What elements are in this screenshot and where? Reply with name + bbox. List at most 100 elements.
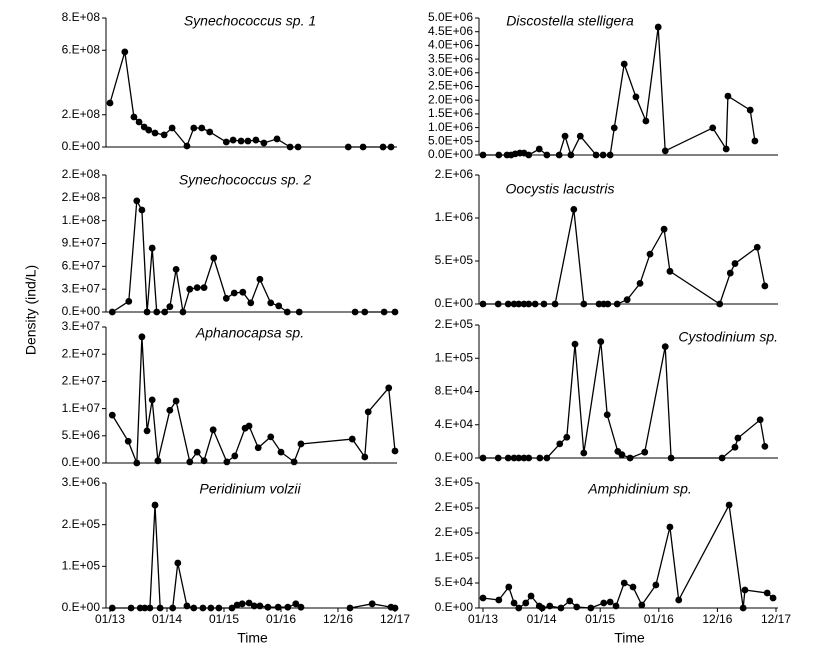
point	[566, 597, 574, 605]
point	[199, 604, 207, 612]
point	[256, 602, 264, 610]
point	[229, 136, 237, 144]
point	[179, 308, 187, 316]
point	[479, 300, 487, 308]
point	[190, 124, 198, 132]
y-tick-label: 2.E+08	[62, 167, 101, 181]
point	[121, 48, 129, 56]
point	[479, 454, 487, 462]
point	[510, 454, 518, 462]
point	[346, 604, 354, 612]
point	[359, 143, 367, 151]
y-tick-label: 2.E+07	[62, 374, 101, 388]
point	[520, 454, 528, 462]
y-tick-label: 0.E+00	[62, 600, 101, 614]
point	[661, 343, 669, 351]
point	[709, 124, 717, 132]
point	[567, 151, 575, 159]
point	[290, 458, 298, 466]
y-tick-label: 2.E+05	[62, 517, 101, 531]
point	[494, 454, 502, 462]
point	[231, 452, 239, 460]
point	[160, 131, 168, 139]
point	[284, 603, 292, 611]
panel-title: Cystodinium sp.	[678, 329, 778, 345]
point	[244, 137, 252, 145]
series-line	[111, 198, 395, 313]
point	[148, 244, 156, 252]
point	[626, 454, 634, 462]
point	[169, 604, 177, 612]
point	[610, 124, 618, 132]
point	[595, 300, 603, 308]
point	[348, 435, 356, 443]
point	[731, 260, 739, 267]
point	[520, 300, 528, 308]
point	[391, 308, 399, 316]
point	[666, 523, 674, 531]
point	[267, 299, 275, 307]
y-tick-label: 2.E+06	[435, 167, 474, 181]
point	[186, 458, 194, 466]
point	[146, 604, 154, 612]
point	[294, 143, 302, 151]
y-tick-label: 4.E+04	[435, 417, 474, 431]
point	[543, 151, 551, 159]
point	[245, 599, 253, 607]
point	[718, 454, 726, 462]
y-tick-label: 2.E+07	[62, 346, 101, 360]
point	[238, 600, 246, 608]
point	[145, 126, 153, 134]
point	[536, 454, 544, 462]
y-tick-label: 8.E+08	[62, 10, 101, 24]
point	[652, 581, 660, 589]
point	[172, 397, 180, 405]
y-tick-label: 0.E+00	[62, 139, 101, 153]
point	[207, 604, 215, 612]
point	[604, 300, 612, 308]
point	[380, 308, 388, 316]
point	[571, 340, 579, 348]
point	[228, 604, 236, 612]
point	[629, 583, 637, 591]
series-line	[482, 502, 774, 609]
point	[200, 284, 208, 292]
y-tick-label: 1.E+07	[62, 401, 101, 415]
point	[135, 118, 143, 126]
point	[515, 300, 523, 308]
point	[761, 442, 769, 450]
y-tick-label: 3.E+07	[62, 281, 101, 295]
point	[275, 302, 283, 310]
point	[295, 308, 303, 316]
y-tick-label: 3.5E+06	[428, 51, 473, 65]
y-tick-label: 1.E+05	[62, 559, 101, 573]
point	[156, 604, 164, 612]
y-tick-label: 2.E+05	[435, 500, 474, 514]
y-tick-label: 3.E+05	[435, 475, 474, 489]
y-tick-label: 5.0E+05	[428, 133, 473, 147]
y-tick-label: 1.E+08	[62, 213, 101, 227]
point	[138, 333, 146, 341]
point	[620, 60, 628, 68]
point	[570, 206, 578, 213]
series-line	[112, 505, 396, 609]
point	[391, 604, 399, 612]
x-axis-label: Time	[614, 630, 645, 646]
point	[297, 603, 305, 611]
point	[606, 151, 614, 159]
point	[368, 600, 376, 608]
point	[641, 448, 649, 456]
x-tick-label: 01/13	[95, 612, 125, 626]
point	[151, 129, 159, 137]
y-tick-label: 0.E+00	[62, 455, 101, 469]
point	[247, 299, 255, 307]
point	[731, 443, 739, 451]
point	[510, 300, 518, 308]
point	[183, 602, 191, 610]
point	[525, 454, 533, 462]
point	[734, 434, 742, 442]
y-tick-label: 5.E+05	[435, 253, 474, 267]
point	[361, 308, 369, 316]
point	[479, 594, 487, 602]
point	[563, 433, 571, 441]
